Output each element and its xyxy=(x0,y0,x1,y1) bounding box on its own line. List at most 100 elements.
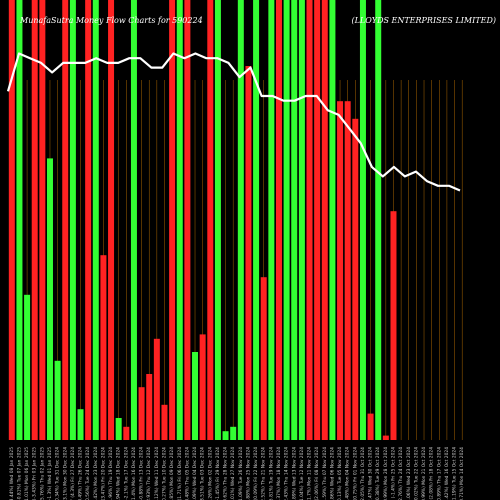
flow-bar xyxy=(100,255,107,440)
x-tick-label: 42.81 (-0.56%) Tue 24 Dec 2024 xyxy=(85,447,91,500)
flow-bar xyxy=(146,374,153,440)
flow-bar xyxy=(184,0,191,440)
x-tick-label: 44.21 (0.09%) Fri 22 Nov 2024 xyxy=(253,447,259,500)
flow-bar xyxy=(329,0,336,440)
x-tick-label: 43.66 (-1.04%) Tue 12 Nov 2024 xyxy=(299,447,305,500)
flow-bar xyxy=(298,0,305,440)
x-tick-label: 45.7 (2.08%) Fri 18 Oct 2024 xyxy=(429,447,435,500)
x-tick-label: 42.98 (-2.43%) Thu 14 Nov 2024 xyxy=(284,447,290,500)
x-tick-label: 43.48 (-3.1%) Mon 30 Dec 2024 xyxy=(62,447,68,500)
flow-bar xyxy=(192,352,199,440)
x-tick-label: 42.89 (-0.81%) Tue 07 Jan 2025 xyxy=(16,447,22,500)
x-tick-label: 45.38 (-1.4%) Fri 25 Oct 2024 xyxy=(390,447,396,500)
x-tick-label: 43.24 (-1.01%) Mon 06 Jan 2025 xyxy=(24,447,30,500)
x-tick-label: 43.78 (1.01%) Wed 27 Nov 2024 xyxy=(230,447,236,500)
x-tick-label: 44.68 (-0.86%) Wed 06 Nov 2024 xyxy=(329,447,335,500)
x-tick-label: 45.26 (0.02%) Tue 22 Oct 2024 xyxy=(413,447,419,500)
flow-bar xyxy=(390,211,397,440)
x-tick-label: 43.02 (0.49%) Thu 26 Dec 2024 xyxy=(78,447,84,500)
x-tick-label: 46.02 (2.76%) Thu 24 Oct 2024 xyxy=(398,447,404,500)
flow-bar xyxy=(237,0,244,440)
x-tick-label: 44.77 (-0.89%) Thu 17 Oct 2024 xyxy=(436,447,442,500)
flow-bar xyxy=(321,0,328,440)
x-tick-label: 44.89 (2.05%) Thu 31 Oct 2024 xyxy=(360,447,366,500)
x-tick-label: 43.58 (-0.48%) Thu 05 Dec 2024 xyxy=(184,447,190,500)
x-tick-label: 44.78 (-1.06%) Wed 23 Oct 2024 xyxy=(406,447,412,500)
x-tick-label: 45.17 (-1.42%) Wed 16 Oct 2024 xyxy=(444,447,450,500)
x-tick-label: 45.07 (0.13%) Tue 05 Nov 2024 xyxy=(337,447,343,500)
x-tick-label: 43.05 (-2.42%) Mon 23 Dec 2024 xyxy=(93,447,99,500)
flow-bar xyxy=(16,0,23,440)
flow-bar xyxy=(291,0,298,440)
flow-bar xyxy=(268,0,275,440)
flow-bar xyxy=(85,0,92,440)
x-tick-label: 45.01 (-0.48%) Mon 04 Nov 2024 xyxy=(345,447,351,500)
flow-bar xyxy=(382,435,389,440)
flow-bar xyxy=(161,404,168,440)
x-tick-label: 42.77 (-0.26%) Mon 02 Dec 2024 xyxy=(207,447,213,500)
flow-bar xyxy=(39,0,46,440)
flow-bar xyxy=(176,0,183,440)
flow-bar xyxy=(108,0,115,440)
flow-bar xyxy=(62,0,69,440)
x-tick-label: 43.79 (-1.09%) Wed 04 Dec 2024 xyxy=(192,447,198,500)
flow-bar xyxy=(138,387,145,440)
flow-bar xyxy=(130,0,137,440)
x-tick-label: 43.68 (-3.43%) Fri 03 Jan 2025 xyxy=(32,447,38,500)
x-tick-label: 42.88 (-1.45%) Fri 29 Nov 2024 xyxy=(215,447,221,500)
flow-bar xyxy=(123,426,130,440)
flow-bar xyxy=(260,277,267,440)
x-tick-label: 44.84 (1.4%) Mon 16 Dec 2024 xyxy=(131,447,137,500)
flow-bar xyxy=(153,338,160,440)
x-tick-label: 44.87 (4.3%) Fri 27 Dec 2024 xyxy=(70,447,76,500)
x-tick-label: 44.12 (3.47%) Fri 20 Dec 2024 xyxy=(100,447,106,500)
x-tick-label: 44.05 (0.89%) Wed 13 Nov 2024 xyxy=(291,447,297,500)
flow-bar xyxy=(69,0,76,440)
x-tick-label: 43.33 (-0.34%) Tue 31 Dec 2024 xyxy=(55,447,61,500)
flow-bar xyxy=(306,0,313,440)
x-tick-label: 42.64 (-1.96%) Thu 19 Dec 2024 xyxy=(108,447,114,500)
flow-bar xyxy=(214,0,221,440)
flow-bar xyxy=(115,418,122,440)
x-tick-label: 43.51 (-0.62%) Thu 28 Nov 2024 xyxy=(223,447,229,500)
flow-bar xyxy=(344,101,351,440)
x-tick-label: 45.25 (-0.99%) Mon 21 Oct 2024 xyxy=(421,447,427,500)
chart-title-company: (LLOYDS ENTERPRISES LIMITED) xyxy=(351,16,496,25)
x-tick-label: 42.82 (-0.37%) Mon 18 Nov 2024 xyxy=(276,447,282,500)
x-tick-label: 43.82 (-0.88%) Mon 25 Nov 2024 xyxy=(245,447,251,500)
x-tick-label: 44.12 (-1.7%) Mon 11 Nov 2024 xyxy=(307,447,313,500)
x-tick-label: 44.33 (1.71%) Fri 06 Dec 2024 xyxy=(177,447,183,500)
x-tick-label: 43.97 (-1.59%) Thu 07 Nov 2024 xyxy=(322,447,328,500)
flow-bar xyxy=(92,0,99,440)
x-tick-label: 44.88 (2.06%) Fri 08 Nov 2024 xyxy=(314,447,320,500)
x-tick-label: 43.83 (-0.27%) Tue 10 Dec 2024 xyxy=(161,447,167,500)
x-tick-label: 43.99 (-2.47%) Wed 30 Oct 2024 xyxy=(368,447,374,500)
x-tick-label: 44.61 (2.93%) Thu 12 Dec 2024 xyxy=(146,447,152,500)
x-tick-label: 45.82 (1.19%) Tue 15 Oct 2024 xyxy=(452,447,458,500)
flow-bar xyxy=(230,426,237,440)
flow-bar xyxy=(8,0,15,440)
flow-bar xyxy=(367,413,374,440)
x-tick-label: 45.23 (0.75%) Fri 01 Nov 2024 xyxy=(352,447,358,500)
x-tick-label: 43.34 (-1.12%) Wed 11 Dec 2024 xyxy=(154,447,160,500)
x-tick-label: 45.28 (-0.71%) Mon 14 Oct 2024 xyxy=(459,447,465,500)
flow-bar xyxy=(199,334,206,440)
flow-bar xyxy=(375,0,382,440)
x-tick-label: 43.49 (-0.94%) Wed 18 Dec 2024 xyxy=(116,447,122,500)
x-tick-label: 44.27 (3.51%) Tue 03 Dec 2024 xyxy=(200,447,206,500)
price-line xyxy=(6,52,461,192)
flow-bar xyxy=(352,118,359,441)
chart-title: MunafaSutra Money Flow Charts for 590224 xyxy=(19,16,203,25)
x-tick-label: 44.17 (-2.52%) Thu 21 Nov 2024 xyxy=(261,447,267,500)
flow-bar xyxy=(314,0,321,440)
flow-bar xyxy=(245,66,252,440)
flow-bar xyxy=(169,0,176,440)
flow-bar xyxy=(54,360,61,440)
flow-bar xyxy=(253,0,260,440)
x-tick-label: 45.23 (5.76%) Thu 02 Jan 2025 xyxy=(39,447,45,500)
flow-bars xyxy=(8,0,397,441)
x-tick-label: 43.95 (-0.85%) Mon 09 Dec 2024 xyxy=(169,447,175,500)
x-tick-label: 44.22 (-0.88%) Fri 13 Dec 2024 xyxy=(139,447,145,500)
flow-bar xyxy=(77,409,84,440)
